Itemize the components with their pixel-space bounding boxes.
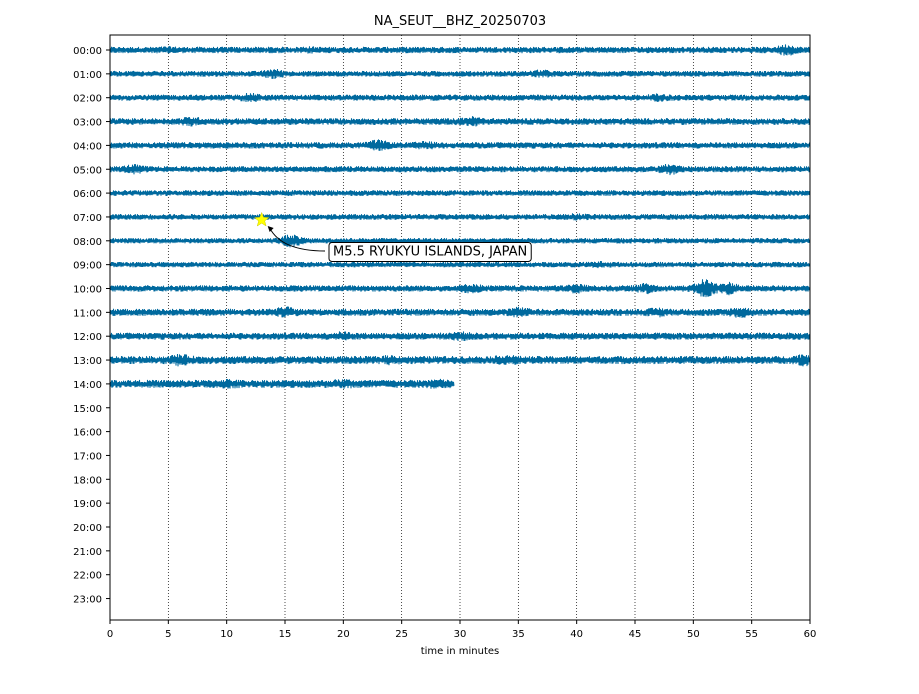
x-tick-label: 20 [337,629,350,640]
x-tick-label: 5 [165,629,171,640]
x-tick-label: 60 [804,629,817,640]
y-tick-label: 07:00 [73,213,102,224]
trace-layer [109,44,811,389]
x-axis-label: time in minutes [421,646,500,657]
seismic-trace [109,279,811,298]
y-tick-label: 13:00 [73,356,102,367]
seismic-trace [109,44,811,56]
seismic-trace [109,261,811,269]
y-tick-label: 18:00 [73,475,102,486]
y-tick-label: 06:00 [73,189,102,200]
y-tick-label: 20:00 [73,523,102,534]
seismic-trace [109,331,811,341]
x-tick-label: 35 [512,629,525,640]
seismic-trace [109,69,811,80]
y-tick-label: 23:00 [73,595,102,606]
y-tick-label: 00:00 [73,46,102,57]
y-tick-label: 01:00 [73,70,102,81]
y-tick-label: 14:00 [73,380,102,391]
x-tick-label: 40 [570,629,583,640]
x-tick-label: 10 [220,629,233,640]
y-tick-label: 11:00 [73,308,102,319]
y-tick-label: 16:00 [73,428,102,439]
seismic-trace [109,190,811,197]
event-star-icon [253,211,270,227]
seismic-trace [109,163,811,176]
y-tick-label: 12:00 [73,332,102,343]
x-tick-label: 15 [279,629,292,640]
x-tick-layer: 0 5 10 15 20 25 30 35 40 45 50 55 60 [107,620,817,640]
y-tick-label: 22:00 [73,571,102,582]
y-tick-label: 04:00 [73,141,102,152]
y-tick-label: 08:00 [73,237,102,248]
annotation-box [328,242,532,262]
annotation-arrowhead [267,225,274,232]
annotation-layer: M5.5 RYUKYU ISLANDS, JAPAN [253,211,532,262]
y-tick-label: 05:00 [73,165,102,176]
x-tick-label: 50 [687,629,700,640]
x-tick-label: 25 [395,629,408,640]
annotation-arrow [269,227,326,252]
seismic-trace [109,92,811,103]
y-tick-label: 21:00 [73,547,102,558]
y-tick-label: 09:00 [73,261,102,272]
seismic-trace [109,116,811,127]
chart-title: NA_SEUT__BHZ_20250703 [374,14,546,29]
event-annotation-label: M5.5 RYUKYU ISLANDS, JAPAN [333,245,527,260]
seismic-trace [109,378,455,389]
x-tick-label: 55 [745,629,758,640]
y-tick-label: 03:00 [73,118,102,129]
seismic-trace [109,139,811,151]
seismic-trace [109,306,811,318]
y-tick-label: 10:00 [73,285,102,296]
seismic-trace [109,353,811,367]
y-tick-label: 19:00 [73,499,102,510]
x-tick-label: 0 [107,629,113,640]
seismic-trace [109,213,811,221]
y-tick-label: 02:00 [73,94,102,105]
y-tick-label: 17:00 [73,451,102,462]
x-tick-label: 45 [629,629,642,640]
x-tick-label: 30 [454,629,467,640]
y-tick-label: 15:00 [73,404,102,415]
plot-frame [109,34,811,621]
y-tick-layer: 00:00 01:00 02:00 03:00 04:00 05:00 06:00 07:00… [73,46,110,606]
